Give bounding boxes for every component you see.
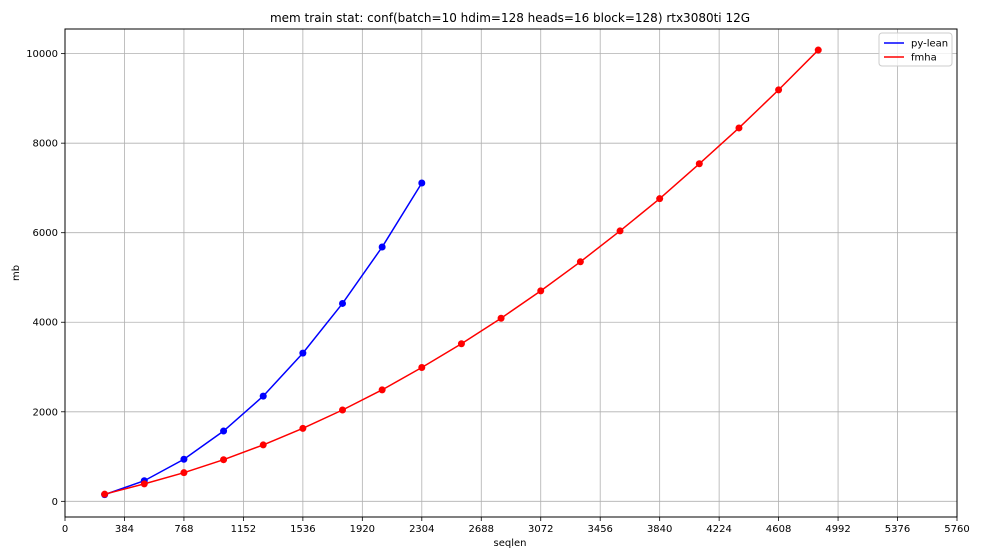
y-tick-label: 6000 [33,228,58,239]
y-axis-label: mb [11,265,22,281]
data-point [418,363,426,371]
data-point [537,287,545,295]
legend: py-lean fmha [878,32,953,67]
legend-label: fmha [911,53,937,64]
x-tick-label: 2304 [409,524,434,535]
y-tick-label: 2000 [33,407,58,418]
x-tick-label: 5760 [944,524,969,535]
x-axis-label: seqlen [494,538,527,549]
x-tick-label: 3456 [587,524,612,535]
data-point [339,299,347,307]
data-point [378,386,386,394]
data-point [339,406,347,414]
x-tick-label: 0 [62,524,68,535]
data-point [299,349,307,357]
plot-area [101,46,822,499]
data-point [378,243,386,251]
data-point [775,86,783,94]
data-point [220,427,228,435]
y-axis: 0 2000 4000 6000 8000 10000 [26,49,65,508]
y-tick-label: 10000 [26,49,58,60]
x-tick-label: 2688 [469,524,494,535]
data-point [695,160,703,168]
data-point [656,195,664,203]
x-tick-label: 1536 [290,524,315,535]
legend-label: py-lean [911,39,948,50]
x-tick-label: 384 [115,524,134,535]
y-tick-label: 8000 [33,139,58,150]
x-tick-label: 4992 [825,524,850,535]
x-tick-label: 4224 [706,524,731,535]
x-tick-label: 1920 [350,524,375,535]
data-point [140,480,148,488]
data-point [576,258,584,266]
data-point [616,227,624,235]
data-point [299,424,307,432]
data-point [735,124,743,132]
data-point [259,441,267,449]
x-tick-label: 768 [174,524,193,535]
x-tick-label: 5376 [885,524,910,535]
plot-frame [64,28,958,518]
data-point [220,456,228,464]
data-point [180,455,188,463]
data-point [457,340,465,348]
data-point [259,392,267,400]
x-tick-label: 1152 [231,524,256,535]
x-tick-label: 3840 [647,524,672,535]
data-point [814,46,822,54]
data-point [418,179,426,187]
y-tick-label: 0 [52,497,58,508]
data-point [497,314,505,322]
x-tick-label: 3072 [528,524,553,535]
chart-title: mem train stat: conf(batch=10 hdim=128 h… [270,11,750,25]
data-point [101,490,109,498]
x-tick-label: 4608 [766,524,791,535]
data-point [180,469,188,477]
x-axis: 0 384 768 1152 1536 1920 2304 2688 3072 3456 3840 4… [62,517,970,535]
series-fmha [101,46,822,498]
y-tick-label: 4000 [33,318,58,329]
grid [64,29,958,517]
